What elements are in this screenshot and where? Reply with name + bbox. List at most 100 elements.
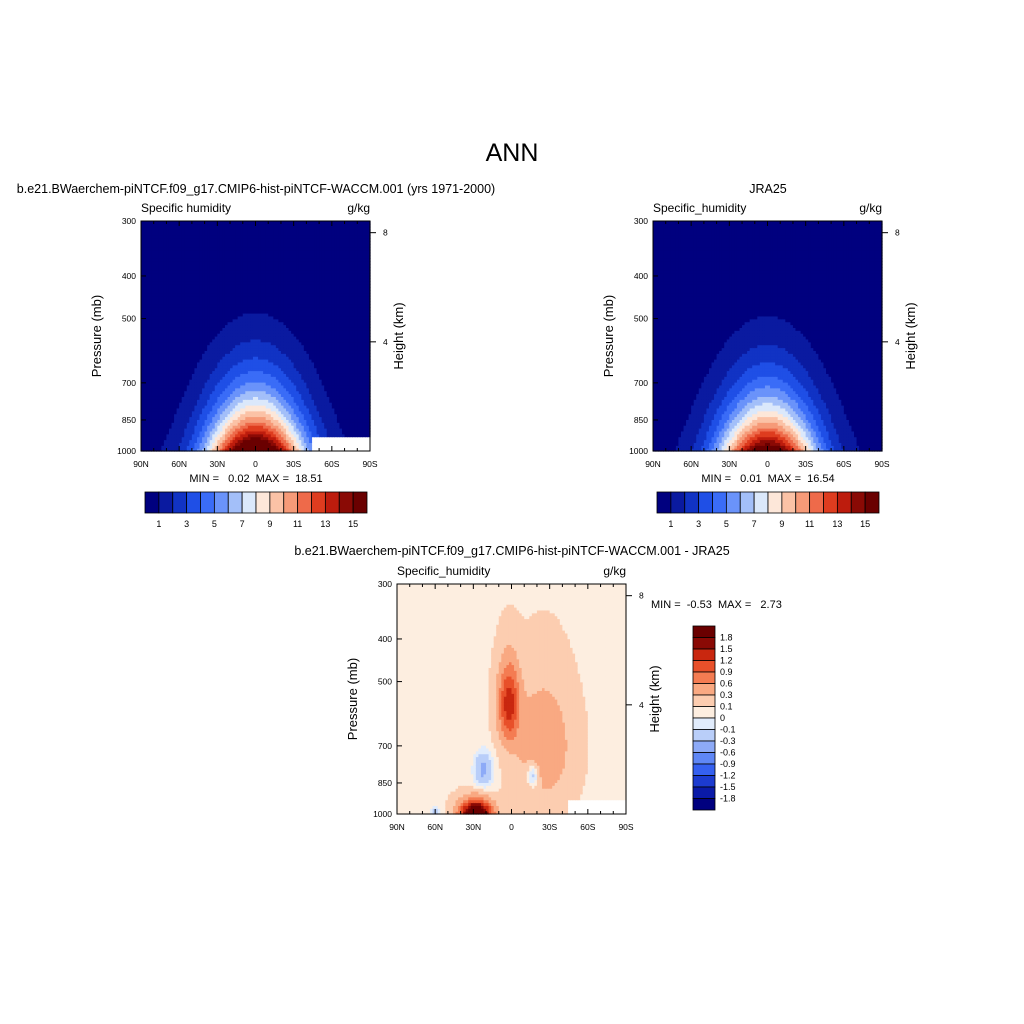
field-cell xyxy=(146,430,150,435)
field-cell xyxy=(148,238,152,242)
field-cell xyxy=(194,445,198,449)
field-cell xyxy=(191,310,196,314)
field-cell xyxy=(163,344,168,349)
field-cell xyxy=(168,373,173,377)
field-cell xyxy=(176,410,180,415)
field-cell xyxy=(141,382,145,386)
field-cell xyxy=(146,304,150,308)
field-cell xyxy=(146,347,150,351)
field-cell xyxy=(189,275,193,280)
field-cell xyxy=(181,359,185,363)
field-cell xyxy=(151,384,155,389)
field-cell xyxy=(174,246,178,251)
field-cell xyxy=(196,359,201,363)
field-cell xyxy=(186,244,190,248)
field-cell xyxy=(196,384,201,389)
field-cell xyxy=(158,304,162,308)
field-cell xyxy=(194,272,198,277)
field-cell xyxy=(186,367,190,372)
field-cell xyxy=(161,298,165,303)
field-cell xyxy=(181,364,185,369)
field-cell xyxy=(158,433,162,438)
field-cell xyxy=(196,436,201,441)
field-cell xyxy=(158,387,162,392)
field-cell xyxy=(181,226,185,231)
field-cell xyxy=(151,330,155,334)
field-cell xyxy=(179,433,183,438)
field-cell xyxy=(174,387,178,392)
field-cell xyxy=(146,238,150,242)
field-cell xyxy=(194,428,198,432)
field-cell xyxy=(189,399,193,403)
field-cell xyxy=(171,301,175,305)
field-cell xyxy=(184,416,188,420)
field-cell xyxy=(184,241,188,245)
field-cell xyxy=(189,356,193,360)
field-cell xyxy=(191,413,196,418)
field-cell xyxy=(184,356,188,360)
field-cell xyxy=(174,238,178,242)
field-cell xyxy=(146,359,150,363)
field-cell xyxy=(151,295,155,300)
field-cell xyxy=(158,333,162,337)
field-cell xyxy=(156,430,160,435)
field-cell xyxy=(153,390,157,395)
field-cell xyxy=(153,336,157,340)
field-cell xyxy=(166,419,170,423)
field-cell xyxy=(153,221,157,225)
field-cell xyxy=(158,313,162,317)
field-cell xyxy=(151,267,155,271)
field-cell xyxy=(168,249,173,254)
field-cell xyxy=(184,396,188,400)
field-cell xyxy=(189,333,193,337)
field-cell xyxy=(143,367,147,372)
field-cell xyxy=(158,405,162,409)
field-cell xyxy=(163,399,168,403)
field-cell xyxy=(153,310,157,314)
field-cell xyxy=(179,267,183,271)
field-cell xyxy=(171,232,175,236)
field-cell xyxy=(151,407,155,412)
field-cell xyxy=(148,330,152,334)
field-cell xyxy=(146,310,150,314)
field-cell xyxy=(179,367,183,372)
field-cell xyxy=(184,370,188,374)
field-cell xyxy=(194,361,198,366)
field-cell xyxy=(146,284,150,288)
field-cell xyxy=(151,318,155,323)
field-cell xyxy=(171,430,175,435)
field-cell xyxy=(194,321,198,326)
field-cell xyxy=(151,229,155,234)
field-cell xyxy=(148,382,152,386)
field-cell xyxy=(174,232,178,236)
field-cell xyxy=(166,290,170,294)
field-cell xyxy=(176,318,180,323)
field-cell xyxy=(156,272,160,277)
field-cell xyxy=(189,235,193,239)
field-cell xyxy=(148,433,152,438)
field-cell xyxy=(174,221,178,225)
field-cell xyxy=(176,379,180,383)
field-cell xyxy=(191,367,196,372)
field-cell xyxy=(166,367,170,372)
field-cell xyxy=(161,390,165,395)
field-cell xyxy=(189,255,193,259)
field-cell xyxy=(191,399,196,403)
field-cell xyxy=(141,347,145,351)
field-cell xyxy=(143,405,147,409)
field-cell xyxy=(194,399,198,403)
field-cell xyxy=(151,399,155,403)
field-cell xyxy=(186,281,190,285)
field-cell xyxy=(168,433,173,438)
field-cell xyxy=(181,287,185,291)
field-cell xyxy=(176,350,180,354)
field-cell xyxy=(166,324,170,328)
field-cell xyxy=(161,229,165,234)
field-cell xyxy=(176,258,180,262)
field-cell xyxy=(181,330,185,334)
field-cell xyxy=(161,244,165,248)
field-cell xyxy=(176,333,180,337)
field-cell xyxy=(153,448,157,452)
field-cell xyxy=(163,448,168,452)
field-cell xyxy=(171,436,175,441)
